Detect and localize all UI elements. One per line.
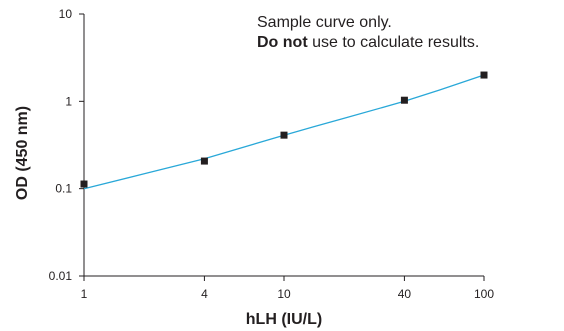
data-point [200,157,208,165]
y-tick-label: 10 [59,7,73,21]
annotation-text: use to calculate results. [308,34,480,51]
data-point [400,96,408,104]
x-ticks: 1 4 10 40 100 [81,276,494,301]
x-tick-label: 10 [277,287,291,301]
x-tick-label: 4 [201,287,208,301]
data-point [280,131,288,139]
data-point [80,180,88,188]
y-tick-label: 0.01 [49,269,73,283]
annotation: Sample curve only. Do not use to calculat… [257,14,479,51]
x-tick-label: 100 [474,287,494,301]
series-layer [80,71,488,190]
annotation-line: Do not use to calculate results. [257,34,479,51]
annotation-bold-text: Do not [257,34,308,51]
standard-curve-line [83,74,485,190]
data-point [480,71,488,79]
annotation-text: Sample curve only. [257,14,392,31]
y-tick-label: 1 [65,94,72,108]
x-axis-title: hLH (IU/L) [246,311,322,328]
y-tick-label: 0.1 [55,182,72,196]
annotation-line: Sample curve only. [257,14,392,31]
y-ticks: 0.01 0.1 1 10 [49,7,84,283]
axes [83,14,484,277]
x-tick-label: 1 [81,287,88,301]
x-tick-label: 40 [398,287,412,301]
y-axis-title: OD (450 nm) [14,106,31,200]
